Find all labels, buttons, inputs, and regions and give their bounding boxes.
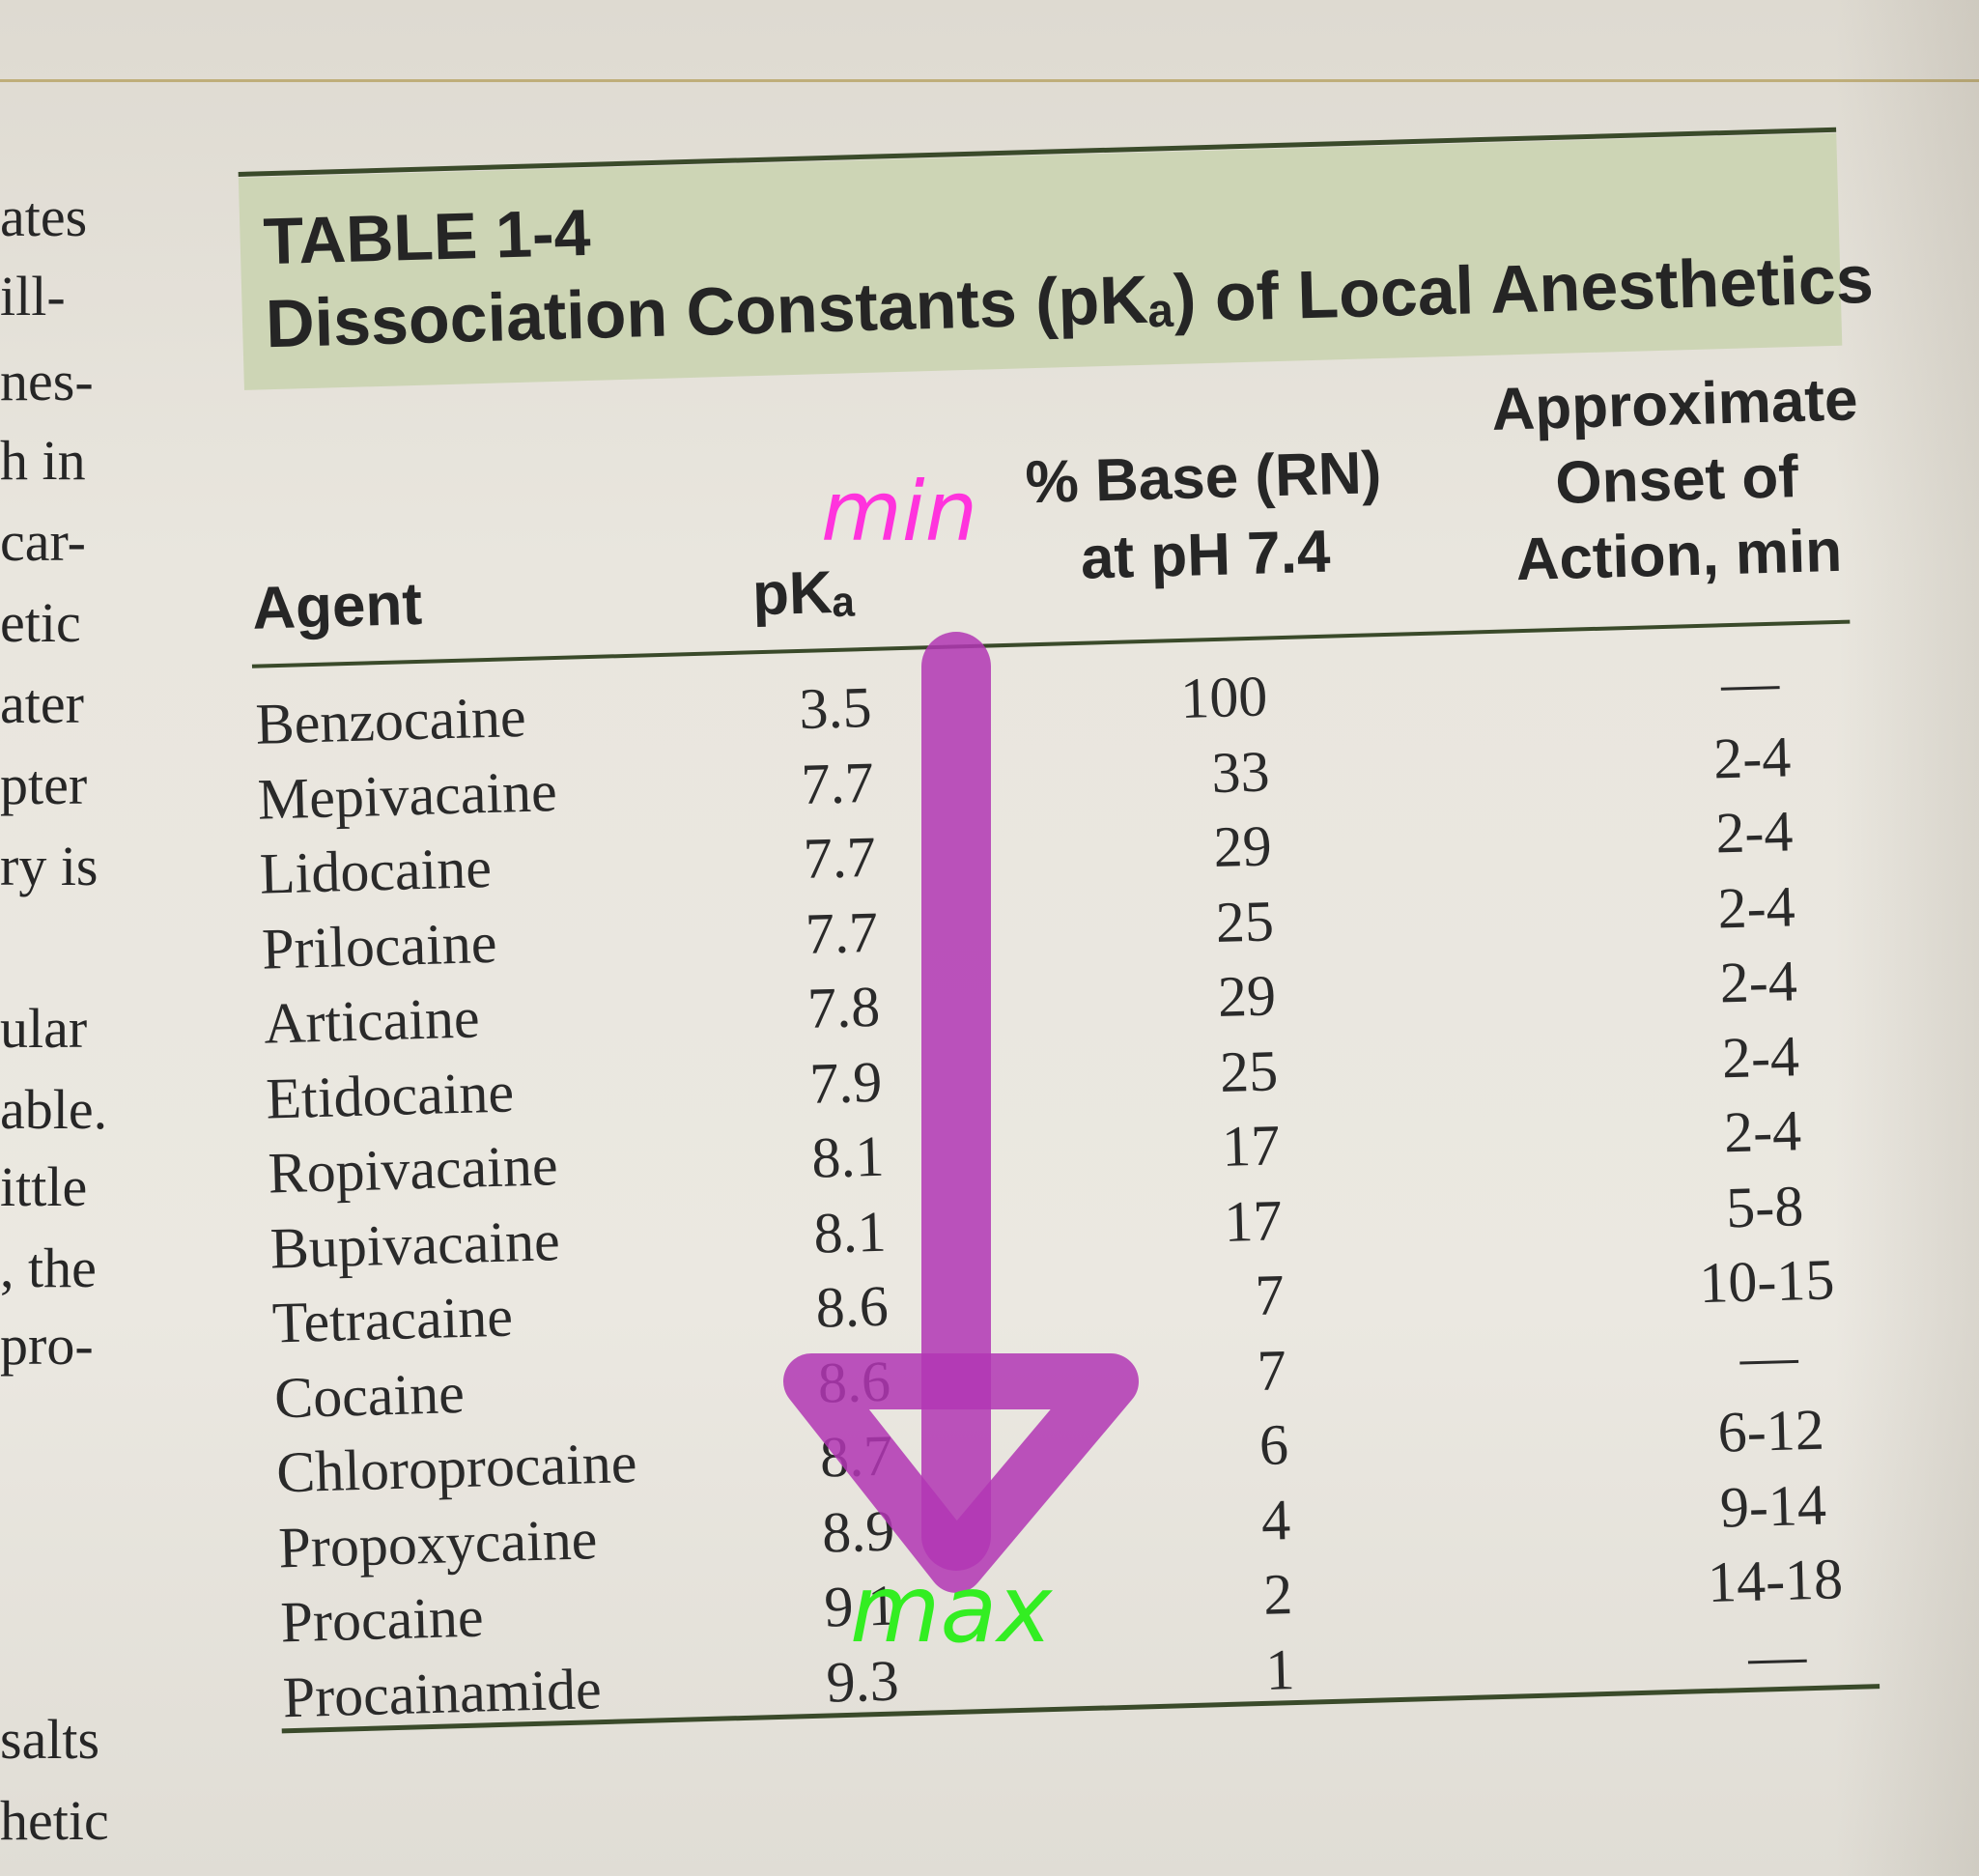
margin-fragment: nes- bbox=[0, 350, 94, 412]
handwritten-max-label: max bbox=[850, 1555, 1053, 1663]
margin-fragment: ittle bbox=[0, 1155, 88, 1218]
margin-fragment: car- bbox=[0, 510, 86, 573]
page-top-rule bbox=[0, 79, 1979, 82]
margin-fragment: ry is bbox=[0, 835, 99, 897]
margin-fragment: ates bbox=[0, 185, 88, 248]
arrow-head bbox=[783, 1353, 1139, 1593]
margin-fragment: ater bbox=[0, 672, 84, 735]
margin-fragment: etic bbox=[0, 591, 81, 654]
margin-fragment: hetic bbox=[0, 1789, 109, 1852]
margin-fragment: pter bbox=[0, 753, 88, 816]
margin-fragment: ular bbox=[0, 997, 88, 1060]
margin-fragment: , the bbox=[0, 1236, 97, 1299]
margin-fragment: ill- bbox=[0, 265, 66, 327]
margin-fragment: h in bbox=[0, 429, 86, 492]
margin-fragment: pro- bbox=[0, 1314, 94, 1377]
page-edge-shadow bbox=[1835, 0, 1979, 1876]
margin-fragment: able. bbox=[0, 1078, 108, 1141]
handwritten-min-label: min bbox=[821, 464, 978, 560]
margin-fragment: salts bbox=[0, 1708, 100, 1771]
